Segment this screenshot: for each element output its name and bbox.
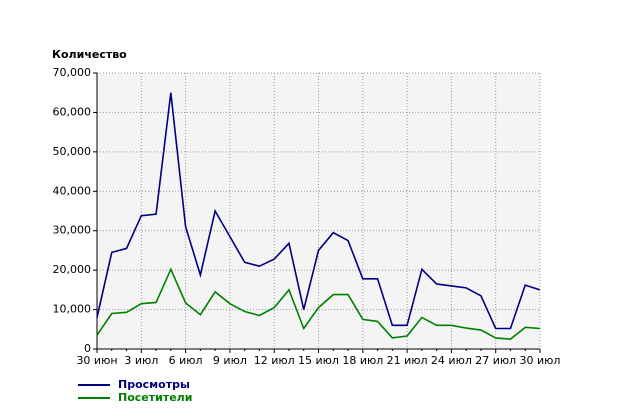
x-tick-label: 24 июл (431, 354, 472, 367)
y-axis-label: Количество (52, 48, 127, 61)
y-tick-label: 60,000 (53, 105, 92, 118)
y-tick-label: 20,000 (53, 263, 92, 276)
y-tick-label: 0 (84, 342, 91, 355)
y-tick-label: 50,000 (53, 145, 92, 158)
x-tick-label: 6 июл (169, 354, 203, 367)
x-tick-label: 30 июн (76, 354, 117, 367)
x-tick-label: 15 июл (298, 354, 339, 367)
series-line (96, 92, 541, 330)
y-tick-label: 70,000 (53, 66, 92, 79)
y-tick-label: 40,000 (53, 184, 92, 197)
x-tick-label: 12 июл (254, 354, 295, 367)
x-tick-label: 30 июл (520, 354, 561, 367)
x-tick-label: 27 июл (475, 354, 516, 367)
legend-label: Посетители (118, 391, 192, 404)
y-tick-label: 10,000 (53, 303, 92, 316)
y-tick-label: 30,000 (53, 224, 92, 237)
x-tick-label: 9 июл (213, 354, 247, 367)
series-line (96, 267, 541, 340)
x-tick-label: 18 июл (342, 354, 383, 367)
x-tick-label: 21 июл (387, 354, 428, 367)
x-tick-label: 3 июл (124, 354, 158, 367)
legend-label: Просмотры (118, 378, 190, 391)
